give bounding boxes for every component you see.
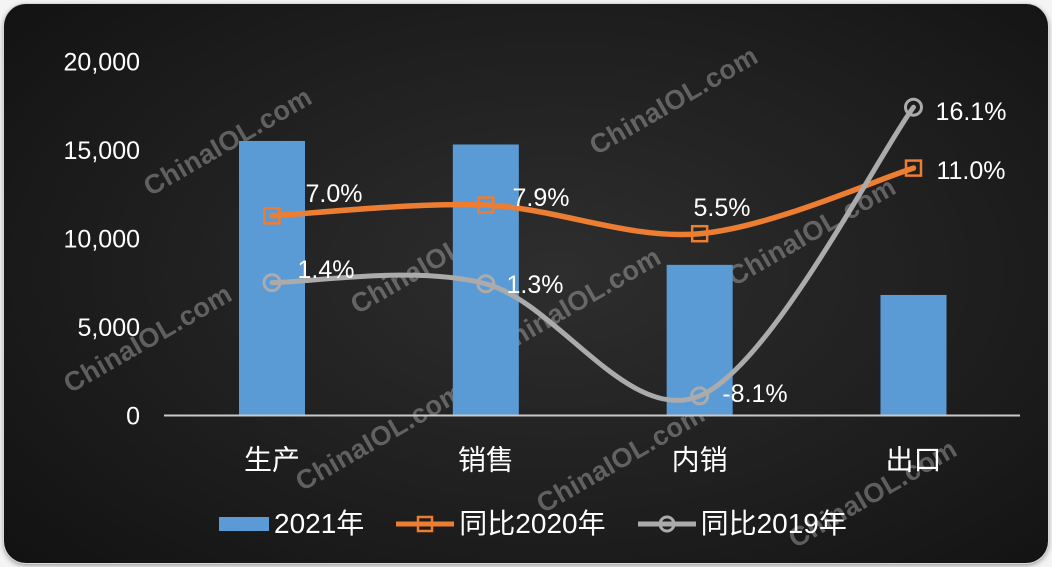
x-axis-category-label: 内销: [672, 445, 728, 476]
marker-circle-icon: [262, 273, 282, 293]
chart-canvas: 0 5,000 10,000 15,000 20,000 7.0% 7.9% 5.5% 11.0…: [64, 49, 1020, 476]
data-label: -8.1%: [722, 380, 787, 408]
x-axis-category-label: 生产: [244, 445, 300, 476]
legend-label-2021: 2021年: [274, 508, 365, 539]
legend-bar-swatch-icon: [219, 517, 269, 531]
data-label: 1.4%: [298, 256, 355, 284]
marker-square-icon: [690, 224, 709, 243]
y-axis-tick-label: 5,000: [77, 314, 140, 342]
y-axis-tick-label: 20,000: [64, 49, 140, 77]
legend-label-yoy-2020: 同比2020年: [459, 508, 606, 539]
marker-circle-icon: [903, 97, 923, 117]
legend-label-yoy-2019: 同比2019年: [700, 508, 847, 539]
data-label: 1.3%: [507, 271, 564, 299]
y-axis-tick-label: 0: [126, 403, 140, 431]
legend-line-circle-icon: [637, 515, 696, 533]
chart-legend: 2021年 同比2020年 同比2019年: [219, 505, 847, 543]
marker-circle-icon: [476, 274, 496, 294]
chart-card: ChinaIOL.com ChinaIOL.com ChinaIOL.com Chin…: [4, 4, 1048, 563]
marker-square-icon: [904, 159, 923, 177]
legend-item-2021: 2021年: [219, 510, 364, 538]
data-label: 11.0%: [936, 157, 1005, 185]
x-axis-category-label: 销售: [458, 445, 514, 476]
line-yoy-2020: [269, 165, 917, 238]
legend-item-yoy-2019: 同比2019年: [637, 508, 847, 539]
bar-2: [666, 264, 733, 416]
marker-square-icon: [263, 207, 281, 225]
bar-3: [880, 294, 947, 416]
y-axis-tick-label: 10,000: [64, 226, 140, 254]
marker-square-icon: [477, 196, 495, 214]
legend-item-yoy-2020: 同比2020年: [396, 508, 606, 539]
chart-inner: ChinaIOL.com ChinaIOL.com ChinaIOL.com Chin…: [4, 4, 1048, 563]
legend-line-square-icon: [396, 515, 455, 533]
y-axis-tick-label: 15,000: [64, 137, 140, 165]
marker-circle-icon: [690, 386, 710, 406]
x-axis-category-label: 出口: [885, 445, 941, 476]
data-label: 16.1%: [936, 98, 1007, 126]
data-label: 5.5%: [694, 194, 751, 222]
bar-0: [239, 140, 305, 416]
line-yoy-2019: [269, 104, 916, 403]
data-label: 7.9%: [513, 184, 570, 212]
data-label: 7.0%: [306, 180, 363, 208]
